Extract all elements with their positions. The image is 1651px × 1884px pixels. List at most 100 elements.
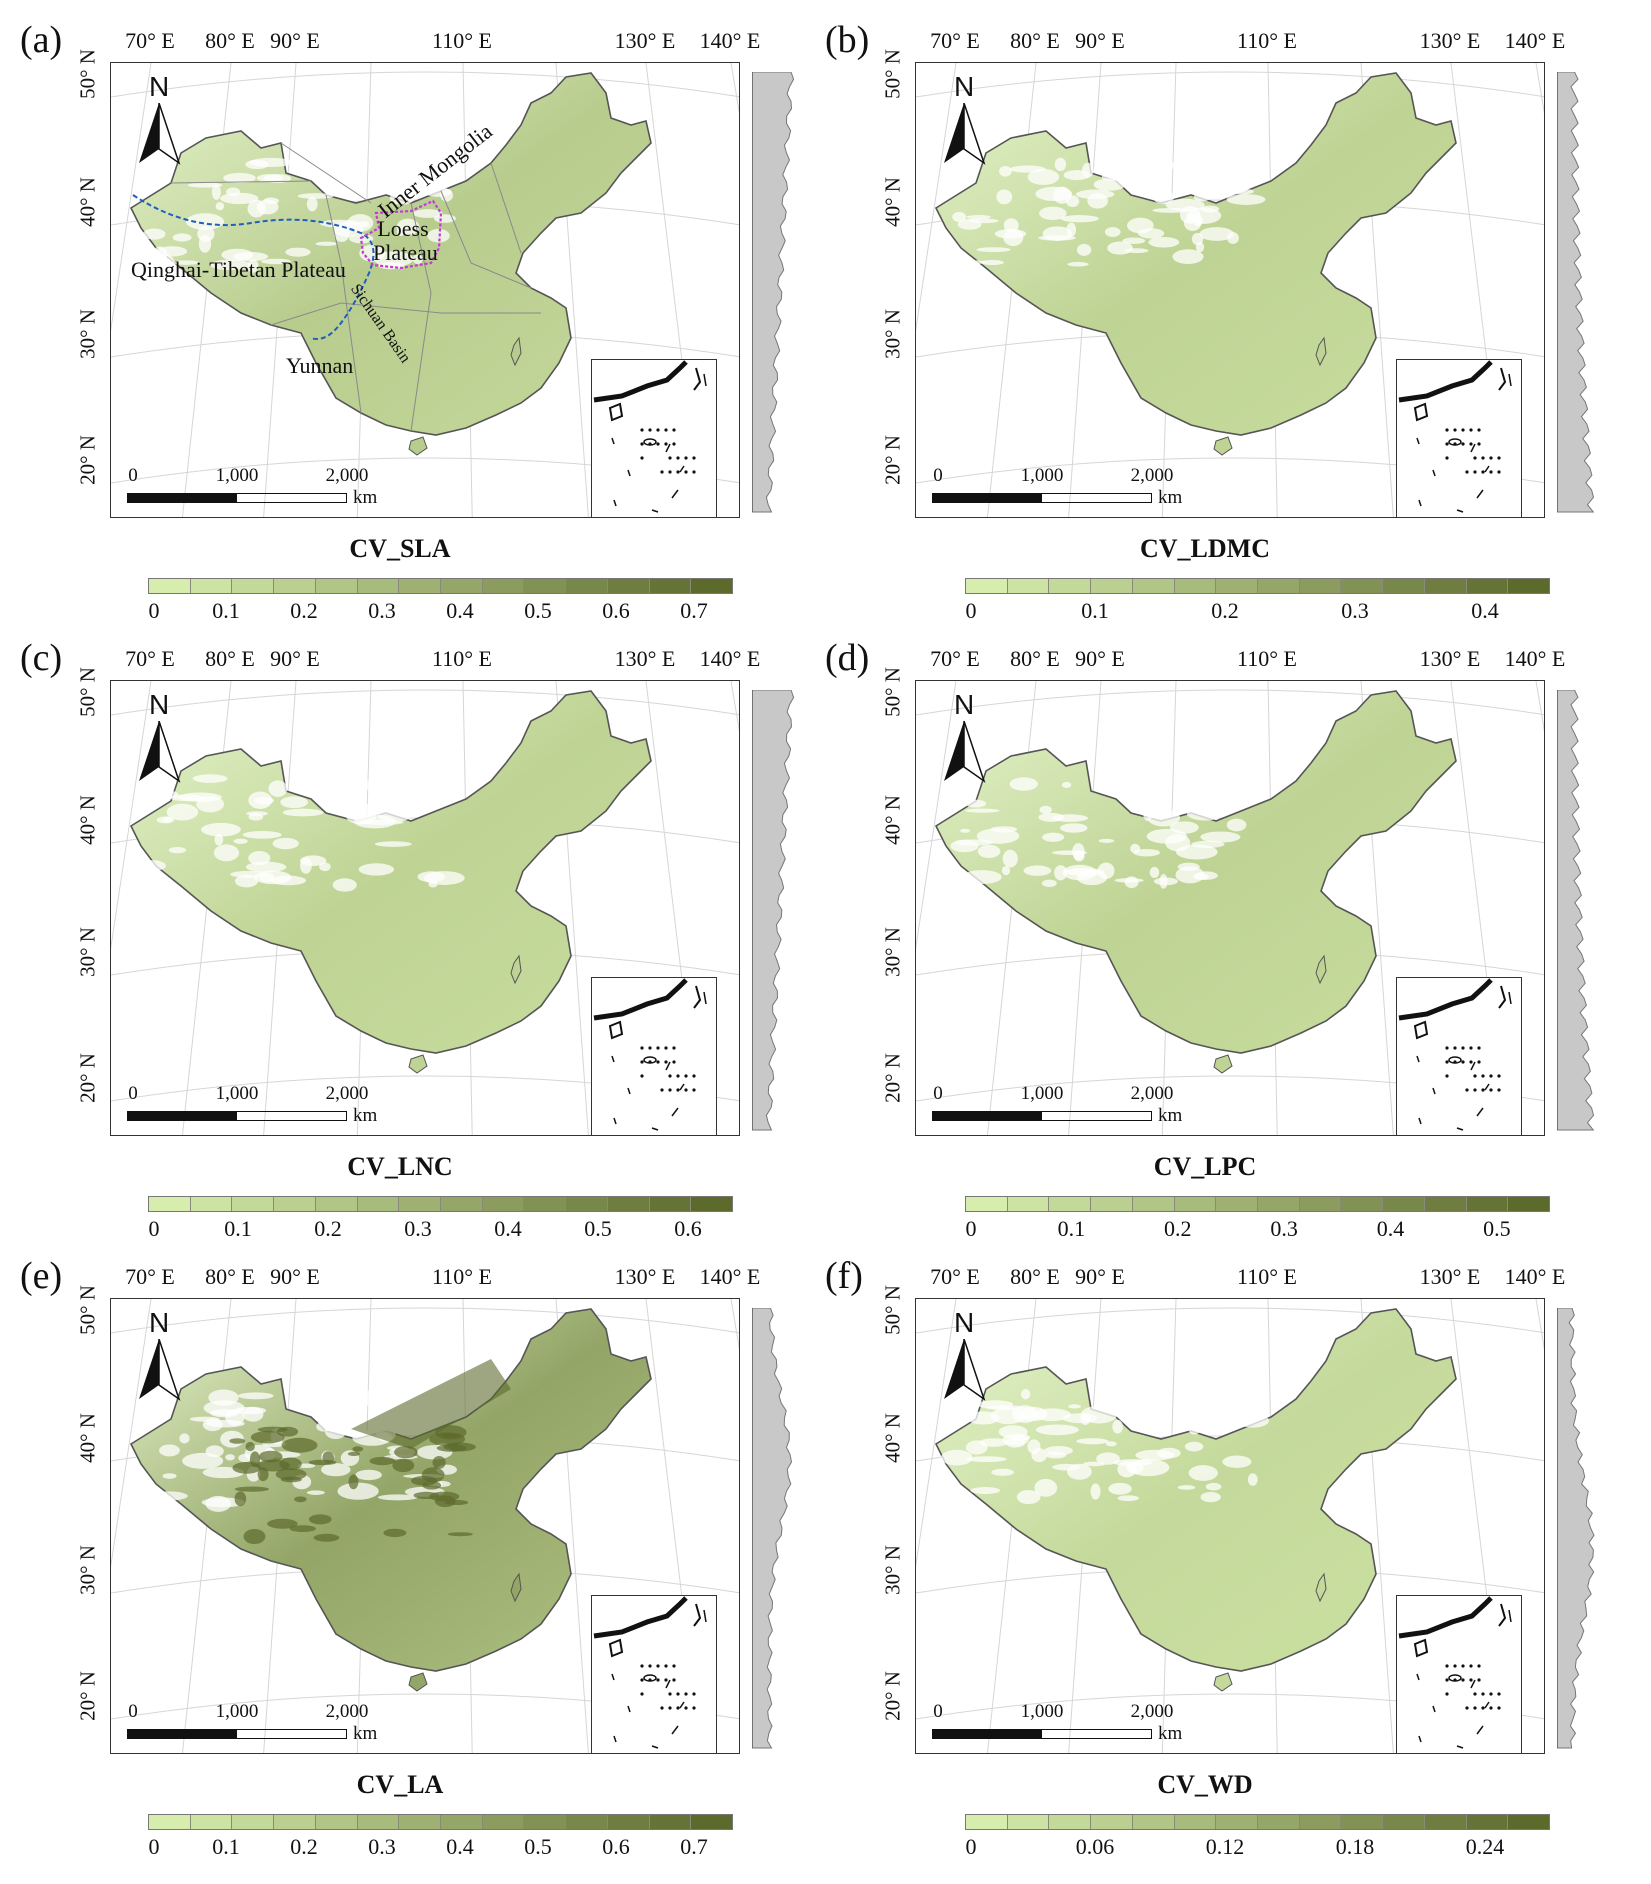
taiwan-island	[510, 336, 522, 367]
north-arrow: N	[940, 71, 990, 171]
china-outline	[129, 1308, 652, 1672]
colorbar-segment	[232, 1815, 275, 1829]
colorbar-segment	[1049, 579, 1092, 593]
colorbar-segment	[1174, 1815, 1217, 1829]
loess-plateau-outline	[359, 199, 443, 270]
colorbar-tick-label: 0.2	[290, 598, 318, 623]
north-arrow-icon	[944, 103, 986, 165]
colorbar-tick-label: 0.6	[674, 1216, 702, 1241]
colorbar-segment	[482, 579, 525, 593]
colorbar-segment	[1174, 1197, 1217, 1211]
colorbar-title: CV_LNC	[347, 1152, 453, 1181]
data-gaps	[952, 157, 1266, 267]
latitude-label: 50° N	[880, 667, 905, 717]
colorbar-tick-label: 0	[148, 1216, 160, 1241]
map-canvas	[916, 63, 1544, 517]
colorbar-segment	[1049, 1815, 1092, 1829]
latitude-profile-plot	[751, 689, 795, 1131]
colorbar-segment	[1508, 1815, 1550, 1829]
longitude-label: 130° E	[1419, 1264, 1481, 1289]
scale-bar-black-segment	[128, 494, 237, 502]
longitude-label: 130° E	[614, 1264, 676, 1289]
colorbar-tick-label: 0.7	[680, 1834, 708, 1859]
longitude-label: 80° E	[205, 28, 255, 53]
latitude-label: 30° N	[75, 1545, 100, 1595]
data-gaps	[940, 771, 1256, 889]
colorbar-ticks: 0 0.1 0.2 0.3 0.4	[965, 598, 1550, 626]
scale-bar-black-segment	[128, 1730, 237, 1738]
colorbar-segment	[1299, 1197, 1342, 1211]
map-canvas	[916, 1299, 1544, 1753]
inset-map	[593, 978, 707, 1131]
latitude-label: 20° N	[880, 435, 905, 485]
colorbar-segment	[566, 1815, 608, 1829]
scale-bar-graphic	[932, 1729, 1152, 1739]
north-arrow-label: N	[954, 1307, 975, 1338]
latitude-label: 20° N	[880, 1053, 905, 1103]
colorbar-segment	[357, 579, 400, 593]
longitude-label: 130° E	[614, 646, 676, 671]
colorbar	[965, 1814, 1550, 1830]
scale-bar: 0 1,000 2,000 km	[932, 465, 1182, 515]
longitude-label: 130° E	[1419, 28, 1481, 53]
colorbar-segment	[315, 579, 358, 593]
longitude-label: 110° E	[432, 28, 492, 53]
inset-map	[1398, 360, 1512, 513]
latitude-label: 40° N	[880, 795, 905, 845]
scale-tick-label: 1,000	[1020, 1083, 1064, 1104]
colorbar-segment	[1466, 579, 1509, 593]
colorbar-segment	[1091, 1197, 1133, 1211]
colorbar-segment	[1341, 1197, 1384, 1211]
scale-bar-graphic	[932, 1111, 1152, 1121]
latitude-profile	[751, 689, 808, 1138]
colorbar	[965, 1196, 1550, 1212]
scale-tick-label: 0	[128, 465, 138, 486]
scale-bar: 0 1,000 2,000 km	[127, 465, 377, 515]
panel-letter: (d)	[825, 637, 870, 679]
colorbar-segment	[232, 579, 275, 593]
longitude-label: 90° E	[270, 1264, 320, 1289]
latitude-label: 20° N	[75, 1671, 100, 1721]
colorbar-segment	[1341, 1815, 1384, 1829]
colorbar-segment	[1383, 1815, 1425, 1829]
colorbar-tick-label: 0.3	[368, 598, 396, 623]
colorbar-tick-label: 0.4	[1471, 598, 1499, 623]
scale-tick-label: 0	[933, 1083, 943, 1104]
scale-bar: 0 1,000 2,000 km	[127, 1701, 377, 1751]
latitude-label: 50° N	[75, 49, 100, 99]
scale-bar-black-segment	[933, 494, 1042, 502]
colorbar-tick-label: 0.12	[1205, 1834, 1245, 1859]
colorbar-segment	[399, 579, 442, 593]
longitude-labels: 70° E 80° E 90° E 110° E 130° E 140° E	[110, 1264, 760, 1300]
colorbar-segment	[1132, 1815, 1175, 1829]
scale-bar-black-segment	[933, 1730, 1042, 1738]
map-frame: N 0 1,000 2,000 km	[915, 1298, 1545, 1754]
river-boundary	[132, 194, 375, 340]
latitude-profile	[751, 71, 808, 520]
panel-letter: (f)	[825, 1255, 863, 1297]
latitude-profile-plot	[751, 1307, 793, 1749]
province-boundaries	[170, 142, 541, 432]
longitude-labels: 70° E 80° E 90° E 110° E 130° E 140° E	[915, 28, 1565, 64]
colorbar-tick-label: 0.5	[524, 598, 552, 623]
colorbar-segment	[1132, 579, 1175, 593]
colorbar-tick-label: 0.3	[1270, 1216, 1298, 1241]
panel-letter: (a)	[20, 19, 63, 61]
data-gaps	[142, 156, 456, 273]
longitude-label: 140° E	[699, 1264, 761, 1289]
longitude-label: 140° E	[699, 646, 761, 671]
scale-bar-graphic	[127, 1111, 347, 1121]
colorbar-tick-label: 0.2	[290, 1834, 318, 1859]
colorbar-tick-label: 0.3	[368, 1834, 396, 1859]
colorbar-tick-label: 0.1	[224, 1216, 252, 1241]
north-arrow: N	[940, 1307, 990, 1407]
colorbar-tick-label: 0.2	[1163, 1216, 1192, 1241]
longitude-label: 110° E	[1237, 28, 1297, 53]
longitude-label: 110° E	[1237, 646, 1297, 671]
colorbar-segment	[441, 1197, 483, 1211]
scale-tick-label: 2,000	[325, 1701, 369, 1722]
scale-tick-label: 1,000	[1020, 1701, 1064, 1722]
data-gaps	[137, 772, 465, 892]
colorbar-segment	[691, 1197, 733, 1211]
longitude-label: 80° E	[1010, 28, 1060, 53]
